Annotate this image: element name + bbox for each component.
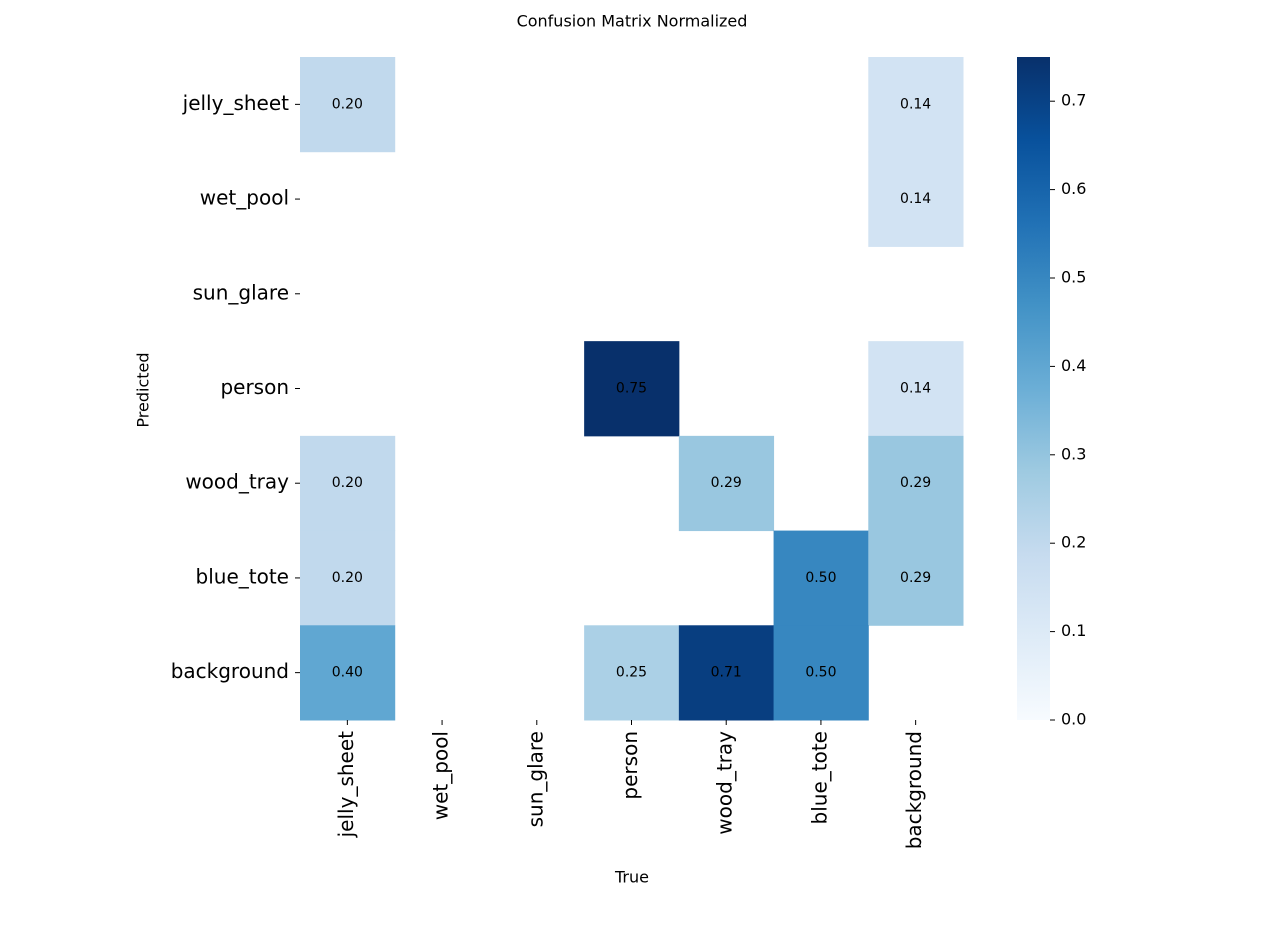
- colorbar-tick-label: 0.5: [1061, 268, 1086, 287]
- y-tick-label: sun_glare: [193, 280, 289, 304]
- cell-label: 0.20: [332, 96, 363, 112]
- y-tick-label: wet_pool: [200, 186, 289, 210]
- cell-label: 0.75: [616, 381, 647, 397]
- y-tick-label: blue_tote: [196, 564, 289, 588]
- cell: [868, 151, 964, 247]
- colorbar-tick-label: 0.7: [1061, 91, 1086, 110]
- chart-title: Confusion Matrix Normalized: [517, 12, 748, 31]
- x-tick-label: wet_pool: [429, 731, 453, 820]
- cell-label: 0.29: [900, 475, 931, 491]
- colorbar-tick-label: 0.0: [1061, 710, 1086, 729]
- cell: [773, 625, 869, 721]
- cell-label: 0.14: [900, 96, 931, 112]
- y-tick-label: background: [171, 659, 289, 683]
- cell-label: 0.71: [711, 665, 742, 681]
- cell: [300, 530, 396, 626]
- x-axis-label: True: [614, 868, 649, 887]
- cell: [868, 57, 964, 153]
- y-axis-label: Predicted: [134, 352, 153, 427]
- cell-label: 0.20: [332, 570, 363, 586]
- colorbar-tick-label: 0.6: [1061, 179, 1086, 198]
- cell: [868, 435, 964, 532]
- cell: [584, 341, 680, 437]
- colorbar-tick-label: 0.2: [1061, 533, 1086, 552]
- cell-label: 0.25: [616, 665, 647, 681]
- cells: [300, 57, 964, 721]
- colorbar-tick-label: 0.4: [1061, 356, 1086, 375]
- cell-label: 0.40: [332, 665, 363, 681]
- cell-label: 0.20: [332, 475, 363, 491]
- x-tick-label: jelly_sheet: [334, 731, 358, 839]
- y-tick-label: jelly_sheet: [182, 91, 290, 115]
- cell: [678, 625, 775, 721]
- cell: [584, 625, 680, 721]
- colorbar: [1017, 57, 1050, 720]
- cell: [868, 530, 964, 626]
- x-tick-label: background: [902, 731, 926, 849]
- y-tick-label: person: [220, 375, 289, 399]
- cell: [300, 57, 396, 153]
- x-tick-label: person: [618, 731, 642, 800]
- cell-label: 0.29: [900, 570, 931, 586]
- cell: [300, 435, 396, 532]
- cell-label: 0.29: [711, 475, 742, 491]
- cell: [300, 625, 396, 721]
- colorbar-tick-label: 0.3: [1061, 444, 1086, 463]
- cell-label: 0.14: [900, 381, 931, 397]
- cell-label: 0.50: [805, 570, 836, 586]
- x-tick-label: wood_tray: [713, 731, 737, 835]
- x-tick-label: sun_glare: [523, 731, 547, 827]
- cell: [678, 435, 775, 532]
- y-tick-label: wood_tray: [185, 470, 289, 494]
- x-tick-label: blue_tote: [807, 731, 831, 824]
- cell-label: 0.14: [900, 191, 931, 207]
- cell: [868, 341, 964, 437]
- colorbar-tick-label: 0.1: [1061, 621, 1086, 640]
- cell-label: 0.50: [805, 665, 836, 681]
- cell: [773, 530, 869, 626]
